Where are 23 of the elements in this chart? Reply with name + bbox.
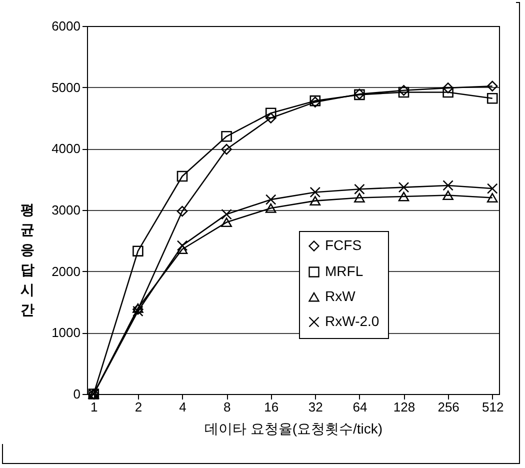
y-tick-label: 2000 [52,264,80,279]
legend-label: RxW-2.0 [325,313,380,329]
y-tick-label: 1000 [52,325,80,340]
x-tick-label: 8 [223,400,231,414]
x-tick-label: 16 [264,400,279,414]
x-axis-title: 데이타 요청율(요청횟수/tick) [204,420,383,436]
x-tick-label: 64 [352,400,368,414]
legend-label: RxW [325,288,356,304]
x-tick-label: 128 [393,400,416,414]
x-tick-label: 256 [438,400,460,414]
x-tick-label: 512 [482,400,504,414]
y-tick-label: 4000 [52,141,80,156]
legend-label: FCFS [325,237,362,253]
y-axis-title: 평균 응답시간 [20,202,34,318]
y-tick-label: 6000 [52,18,80,34]
y-tick-label: 3000 [52,202,80,218]
y-tick-label: 0 [73,386,80,402]
x-tick-label: 4 [179,400,186,414]
x-tick-label: 2 [134,400,142,414]
y-tick-label: 5000 [52,80,80,95]
x-tick-label: 32 [308,400,323,414]
legend-label: MRFL [325,263,364,279]
x-tick-label: 1 [90,400,98,414]
